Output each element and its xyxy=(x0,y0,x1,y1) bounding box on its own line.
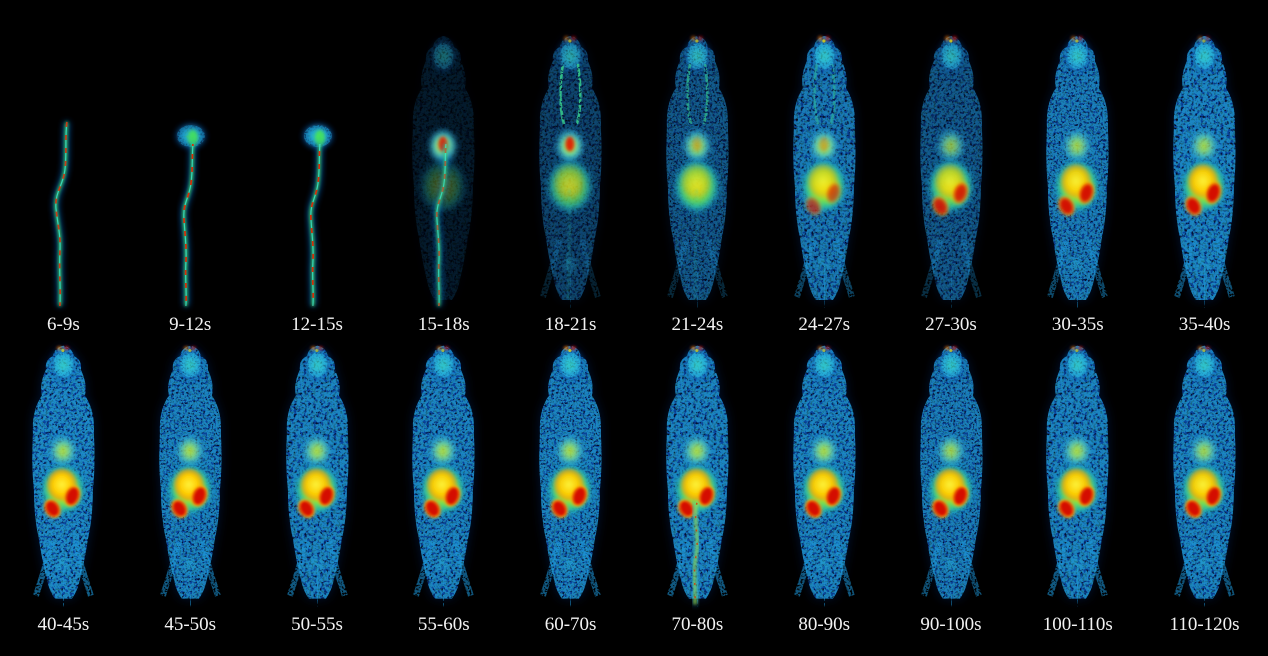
pet-scan-image xyxy=(793,36,856,309)
frame-time-label: 30-35s xyxy=(1051,314,1104,335)
scan-frame: 60-70s xyxy=(507,340,634,640)
pet-scan-image xyxy=(539,345,602,607)
scan-frame: 80-90s xyxy=(761,340,888,640)
scan-frame: 21-24s xyxy=(634,4,761,340)
scan-frame: 100-110s xyxy=(1014,340,1141,640)
scan-frame: 6-9s xyxy=(0,4,127,340)
scan-frame: 30-35s xyxy=(1014,4,1141,340)
frame-time-label: 55-60s xyxy=(417,614,470,635)
pet-scan-image xyxy=(285,345,349,607)
pet-scan-image xyxy=(1173,345,1236,607)
scan-row-late: 40-45s 45-50s 50-55s 55-60s 60-70s 70-80… xyxy=(0,340,1268,640)
pet-scan-image xyxy=(412,36,475,307)
pet-scan-image xyxy=(301,123,334,307)
pet-scan-image xyxy=(793,345,856,607)
pet-scan-image xyxy=(666,345,729,607)
scan-frame: 35-40s xyxy=(1141,4,1268,340)
frame-time-label: 35-40s xyxy=(1178,314,1231,335)
pet-scan-image xyxy=(666,36,729,309)
frame-time-label: 18-21s xyxy=(544,314,597,335)
scan-frame: 45-50s xyxy=(127,340,254,640)
frame-time-label: 9-12s xyxy=(169,314,212,335)
frame-time-label: 27-30s xyxy=(925,314,977,335)
pet-scan-image xyxy=(1173,36,1236,309)
pet-scan-image xyxy=(1046,36,1109,309)
frame-time-label: 100-110s xyxy=(1042,614,1113,635)
pet-scan-image xyxy=(539,36,602,309)
scan-frame: 12-15s xyxy=(254,4,381,340)
pet-scan-image xyxy=(412,345,475,607)
pet-scan-image xyxy=(919,36,983,309)
frame-time-label: 21-24s xyxy=(671,314,724,335)
scan-frame: 27-30s xyxy=(888,4,1015,340)
pet-scan-image xyxy=(174,123,207,307)
frame-time-label: 12-15s xyxy=(291,314,343,335)
frame-time-label: 15-18s xyxy=(417,314,470,335)
frame-time-label: 70-80s xyxy=(671,614,724,635)
frame-time-label: 40-45s xyxy=(37,614,90,635)
frame-time-label: 6-9s xyxy=(47,314,80,335)
scan-frame: 9-12s xyxy=(127,4,254,340)
frame-time-label: 80-90s xyxy=(798,614,851,635)
frame-time-label: 90-100s xyxy=(920,614,982,635)
scan-frame: 70-80s xyxy=(634,340,761,640)
scan-frame: 40-45s xyxy=(0,340,127,640)
scan-frame: 50-55s xyxy=(254,340,381,640)
scan-frame: 18-21s xyxy=(507,4,634,340)
frame-time-label: 24-27s xyxy=(798,314,851,335)
frame-time-label: 50-55s xyxy=(291,614,343,635)
scan-frame: 15-18s xyxy=(380,4,507,340)
frame-time-label: 110-120s xyxy=(1169,614,1240,635)
pet-scan-image xyxy=(159,345,222,607)
scan-row-early: 6-9s 9-12s 12-15s 15-18s 18-21s 21-24s 2… xyxy=(0,4,1268,340)
frame-time-label: 60-70s xyxy=(544,614,597,635)
frame-time-label: 45-50s xyxy=(164,614,217,635)
scan-frame: 24-27s xyxy=(761,4,888,340)
scan-frame: 110-120s xyxy=(1141,340,1268,640)
pet-scan-image xyxy=(919,345,983,607)
scan-frame: 55-60s xyxy=(380,340,507,640)
scan-frame: 90-100s xyxy=(888,340,1015,640)
pet-scan-image xyxy=(53,121,70,307)
pet-scan-image xyxy=(1046,345,1109,607)
pet-scan-image xyxy=(32,345,95,607)
